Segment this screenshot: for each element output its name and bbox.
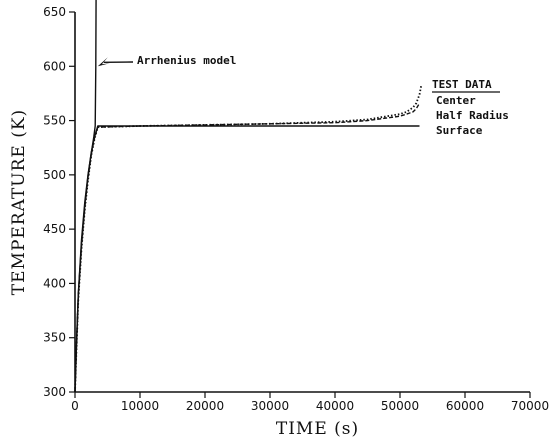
legend-title: TEST DATA [432,78,492,91]
y-tick-label-550: 550 [43,114,66,128]
series-line-center [74,84,423,393]
legend-entry-center: Center [436,94,476,107]
x-tick-label-10000: 10000 [121,399,159,413]
y-tick-label-400: 400 [43,276,66,290]
y-axis-title: TEMPERATURE (K) [9,109,29,295]
y-tick-label-500: 500 [43,168,66,182]
y-tick-label-300: 300 [43,385,66,399]
y-tick-label-650: 650 [43,5,66,19]
x-tick-label-40000: 40000 [316,399,354,413]
x-tick-label-0: 0 [71,399,79,413]
y-tick-label-600: 600 [43,59,66,73]
y-tick-label-450: 450 [43,222,66,236]
legend-entry-surface: Surface [436,124,483,137]
x-axis-title: TIME (s) [276,419,359,439]
x-tick-label-20000: 20000 [186,399,224,413]
x-tick-label-50000: 50000 [381,399,419,413]
x-tick-label-70000: 70000 [511,399,549,413]
annotation-arrhenius-model: Arrhenius model [137,54,236,67]
x-tick-label-30000: 30000 [251,399,289,413]
annotation-arrowhead [97,57,110,67]
x-tick-label-60000: 60000 [446,399,484,413]
series-line-half-radius [74,102,421,393]
series-line-surface [74,125,420,393]
plot-area: 0 10000 20000 30000 40000 50000 60000 70000 300 3… [43,0,549,413]
y-tick-label-350: 350 [43,331,66,345]
legend-entry-half-radius: Half Radius [436,109,509,122]
